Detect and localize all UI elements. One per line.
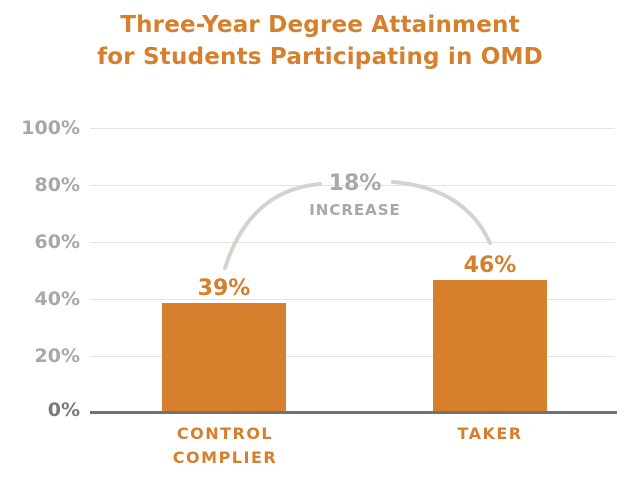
- category-label-control-line-1: CONTROL: [176, 424, 274, 443]
- gridline-60: [90, 242, 615, 243]
- y-tick-0: 0%: [47, 399, 80, 421]
- increase-value: 18%: [328, 171, 382, 196]
- bar-control-complier: [162, 303, 286, 412]
- chart-title-line-1: Three-Year Degree Attainment: [120, 12, 520, 38]
- y-tick-40: 40%: [34, 288, 80, 310]
- bar-label-control-complier: 39%: [197, 276, 251, 301]
- gridline-100: [90, 128, 615, 129]
- category-label-control-line-2: COMPLIER: [172, 448, 278, 467]
- chart-title-line-2: for Students Participating in OMD: [97, 44, 543, 70]
- x-axis-baseline: [90, 411, 617, 414]
- y-tick-100: 100%: [21, 117, 80, 139]
- gridline-40: [90, 299, 615, 300]
- bar-label-taker: 46%: [463, 253, 517, 278]
- gridline-20: [90, 356, 615, 357]
- increase-label: INCREASE: [309, 201, 401, 219]
- y-tick-20: 20%: [34, 345, 80, 367]
- y-tick-60: 60%: [34, 231, 80, 253]
- category-label-taker: TAKER: [457, 424, 523, 443]
- y-tick-80: 80%: [34, 174, 80, 196]
- bar-taker: [433, 280, 547, 412]
- gridline-80: [90, 185, 615, 186]
